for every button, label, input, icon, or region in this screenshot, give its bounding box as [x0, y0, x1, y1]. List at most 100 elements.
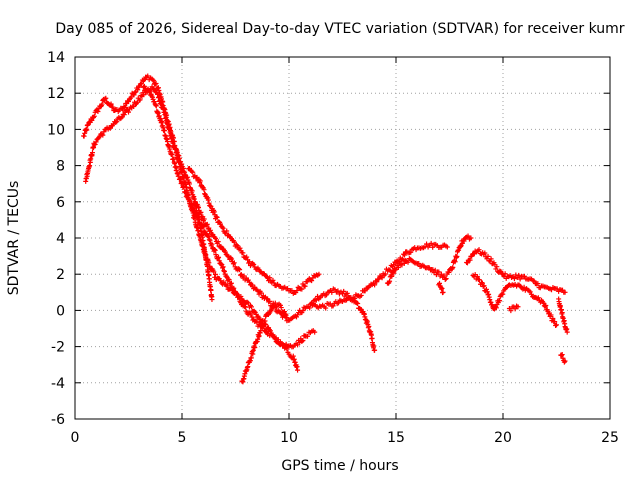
data-point — [220, 225, 226, 231]
grid — [75, 57, 610, 419]
data-point — [258, 290, 264, 296]
data-point — [401, 260, 407, 266]
data-point — [278, 305, 284, 311]
data-point — [382, 271, 388, 277]
series-track-l — [558, 352, 568, 365]
data-point — [173, 149, 179, 155]
data-point — [535, 281, 541, 287]
data-point — [212, 246, 218, 252]
data-point — [146, 88, 152, 94]
data-point — [156, 94, 162, 100]
data-point — [205, 233, 211, 239]
data-point — [515, 304, 521, 310]
data-point — [207, 228, 213, 234]
data-point — [220, 264, 226, 270]
data-point — [299, 286, 305, 292]
y-tick-label: -6 — [51, 412, 65, 428]
series-track-d — [185, 165, 322, 296]
data-point — [161, 128, 167, 134]
data-point — [305, 333, 311, 339]
data-point — [521, 273, 527, 279]
data-point — [446, 269, 452, 275]
data-point — [464, 260, 470, 266]
data-point — [216, 258, 222, 264]
data-point — [131, 103, 137, 109]
data-point — [335, 288, 341, 294]
data-point — [465, 233, 471, 239]
data-point — [468, 235, 474, 241]
y-tick-label: 14 — [47, 50, 65, 66]
data-point — [200, 223, 206, 229]
data-point — [558, 352, 564, 358]
data-point — [153, 102, 159, 108]
data-point — [430, 267, 436, 273]
data-point — [132, 90, 138, 96]
data-point — [152, 81, 158, 87]
data-point — [110, 104, 116, 110]
data-point — [450, 264, 456, 270]
data-point — [416, 260, 422, 266]
y-tick-label: 2 — [56, 267, 65, 283]
data-point — [548, 312, 554, 318]
data-point — [485, 253, 491, 259]
data-point — [554, 322, 559, 328]
data-point — [121, 112, 127, 118]
data-point — [126, 109, 131, 115]
data-point — [405, 259, 411, 265]
data-point — [141, 92, 147, 98]
data-point — [461, 238, 467, 244]
data-point — [289, 287, 295, 293]
data-point — [128, 94, 134, 100]
data-point — [131, 92, 137, 98]
data-point — [159, 118, 165, 124]
data-point — [553, 323, 559, 329]
data-point — [145, 73, 151, 79]
data-point — [341, 288, 347, 294]
data-point — [267, 298, 273, 304]
series-track-h — [384, 233, 474, 286]
data-point — [181, 184, 187, 190]
data-point — [236, 294, 242, 300]
data-point — [272, 300, 278, 306]
data-point — [302, 283, 308, 289]
series-track-j — [470, 272, 559, 329]
data-point — [443, 276, 449, 282]
data-point — [391, 262, 397, 268]
data-point — [236, 266, 242, 272]
data-point — [208, 287, 214, 293]
data-point — [372, 347, 378, 353]
data-point — [484, 289, 490, 295]
data-point — [493, 305, 499, 311]
y-tick-label: 6 — [56, 195, 65, 211]
data-point — [535, 295, 541, 301]
data-point — [221, 268, 227, 274]
data-point — [103, 95, 109, 101]
data-point — [283, 312, 289, 318]
data-point — [424, 241, 430, 247]
data-point — [262, 318, 268, 324]
data-point — [228, 280, 234, 286]
data-point — [354, 300, 360, 306]
data-point — [350, 295, 356, 301]
data-point — [248, 355, 254, 361]
data-point — [428, 240, 434, 246]
series-track-f — [239, 300, 290, 385]
data-point — [408, 249, 414, 255]
data-point — [224, 283, 230, 289]
data-point — [395, 265, 401, 271]
series-track-b — [83, 84, 301, 373]
data-point — [186, 196, 192, 202]
data-point — [550, 316, 556, 322]
data-point — [196, 214, 202, 220]
data-point — [240, 250, 246, 256]
data-point — [89, 117, 95, 123]
data-point — [121, 104, 127, 109]
y-tick-label: 4 — [56, 231, 65, 247]
x-tick-label: 10 — [280, 430, 298, 446]
data-point — [295, 342, 301, 348]
data-point — [189, 201, 195, 207]
data-point — [204, 221, 210, 227]
data-point — [267, 275, 273, 281]
data-point — [542, 304, 548, 310]
data-point — [440, 289, 446, 295]
